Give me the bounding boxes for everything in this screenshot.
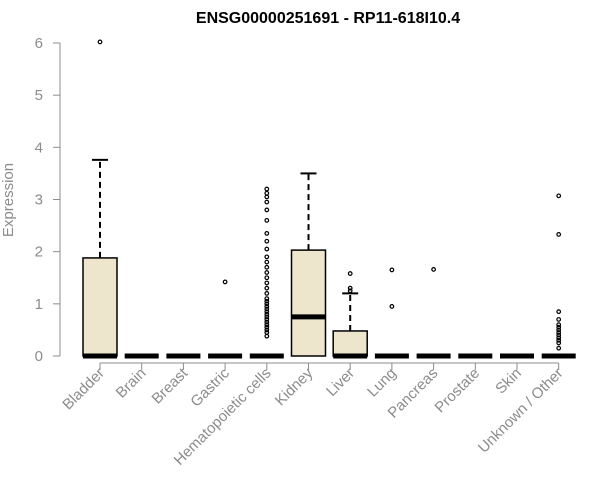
outlier-point <box>264 306 270 312</box>
outlier-point <box>264 246 270 252</box>
chart-title: ENSG00000251691 - RP11-618I10.4 <box>196 10 460 27</box>
outlier-point <box>556 324 562 330</box>
outlier-point <box>264 275 270 281</box>
outlier-point <box>264 298 270 304</box>
box-liver <box>332 271 368 359</box>
outlier-point <box>556 332 562 338</box>
outlier-point <box>264 327 270 333</box>
outlier-point <box>264 217 270 223</box>
box-bladder <box>82 39 118 359</box>
outlier-point <box>389 267 395 273</box>
outlier-point <box>264 309 270 315</box>
outlier-point <box>97 39 103 45</box>
outlier-point <box>264 264 270 270</box>
box-lung <box>374 267 409 359</box>
outlier-point <box>264 259 270 265</box>
outlier-point <box>264 324 270 330</box>
x-tick-label: Liver <box>323 365 358 400</box>
outlier-point <box>264 280 270 286</box>
outlier-point <box>264 322 270 328</box>
outlier-point <box>264 231 270 236</box>
outlier-point <box>264 254 270 260</box>
outlier-point <box>347 288 353 294</box>
x-tick-label: Brain <box>113 365 150 402</box>
x-tick-label: Skin <box>492 365 525 398</box>
outlier-point <box>264 330 270 335</box>
outlier-point <box>389 304 395 309</box>
box-gastric <box>208 279 243 359</box>
x-tick-label: Prostate <box>432 365 484 417</box>
outlier-point <box>264 301 270 307</box>
y-axis-label: Expression <box>0 163 17 237</box>
y-tick-label: 3 <box>35 192 43 209</box>
box-unknown-other <box>541 193 576 359</box>
outlier-point <box>556 345 562 351</box>
axes: 0 1 2 3 4 5 6 <box>35 35 560 370</box>
outlier-point <box>264 238 270 244</box>
outlier-point <box>556 317 562 322</box>
outlier-point <box>347 271 353 276</box>
y-tick-label: 6 <box>35 35 43 52</box>
outlier-point <box>264 207 270 213</box>
y-tick-label: 5 <box>35 87 43 104</box>
outlier-point <box>556 330 562 335</box>
outlier-point <box>264 190 270 196</box>
outlier-point <box>264 319 270 325</box>
box-pancreas <box>416 267 451 359</box>
y-tick-label: 4 <box>35 139 43 156</box>
outlier-point <box>556 335 562 341</box>
x-tick-label: Bladder <box>59 365 108 414</box>
x-tick-label: Breast <box>149 364 192 407</box>
outlier-point <box>556 232 562 237</box>
y-tick-label: 1 <box>35 296 43 313</box>
y-tick-label: 2 <box>35 244 43 261</box>
outlier-point <box>264 291 270 296</box>
outlier-point <box>264 314 270 320</box>
outlier-point <box>347 285 353 291</box>
outlier-point <box>556 322 562 328</box>
outlier-point <box>264 296 270 302</box>
outlier-point <box>556 309 562 315</box>
outlier-point <box>556 193 562 199</box>
outlier-point <box>264 285 270 291</box>
x-tick-label: Lung <box>364 365 400 401</box>
box-iqr <box>290 249 327 357</box>
outlier-point <box>264 317 270 322</box>
outlier-point <box>264 304 270 309</box>
y-tick-label: 0 <box>35 348 43 365</box>
box-series <box>82 39 576 359</box>
outlier-point <box>556 327 562 333</box>
box-iqr <box>332 330 368 357</box>
outlier-point <box>264 270 270 275</box>
outlier-point <box>264 199 270 205</box>
outlier-point <box>264 311 270 317</box>
box-iqr <box>82 257 118 357</box>
outlier-point <box>264 186 270 192</box>
box-hematopoietic-cells <box>249 186 284 359</box>
outlier-point <box>222 279 228 285</box>
x-tick-label: Kidney <box>272 364 317 409</box>
outlier-point <box>556 337 562 343</box>
outlier-point <box>556 340 562 346</box>
outlier-point <box>431 267 437 272</box>
box-kidney <box>290 172 327 357</box>
